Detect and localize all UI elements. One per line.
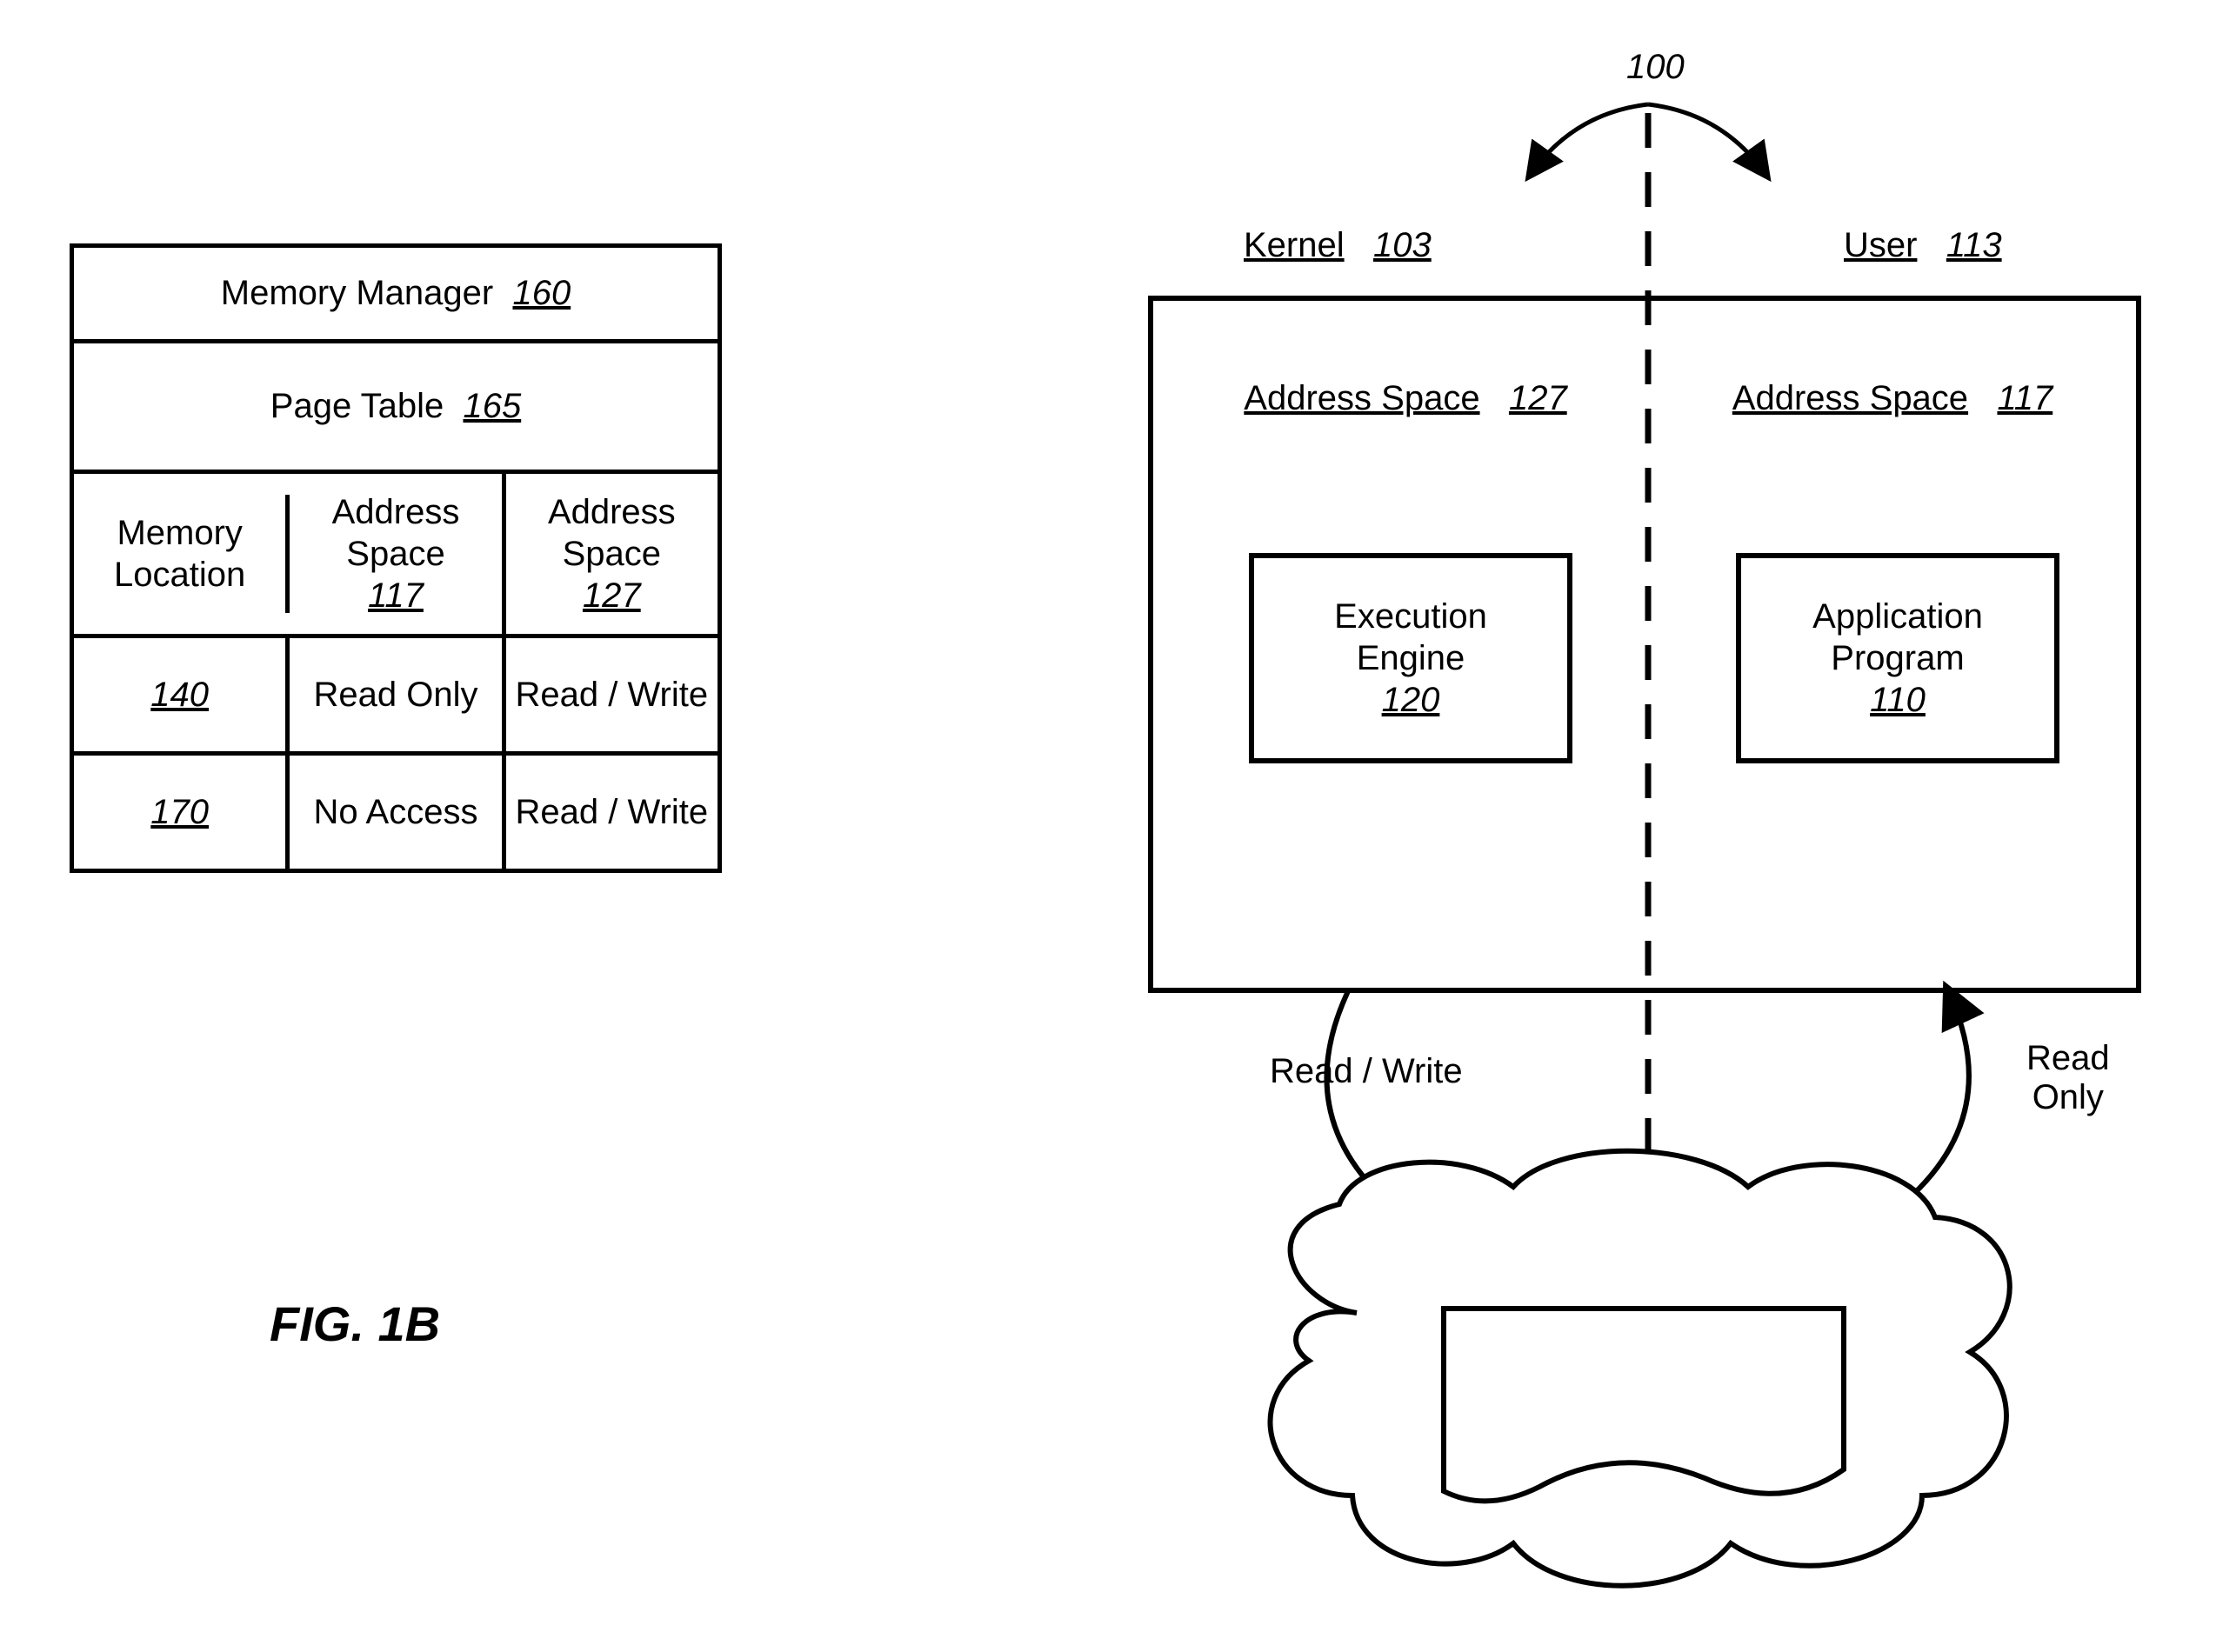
for-type-ref: 130 (1698, 1389, 1756, 1428)
col-header-as2-ref: 127 (583, 575, 641, 616)
memory-manager-table: Memory Manager 160 Page Table 165 Memory… (70, 243, 722, 873)
exec-engine-ref: 120 (1382, 679, 1440, 721)
system-box: Address Space 127 Address Space 117 Exec… (1148, 296, 2141, 993)
address-space-right-wrap: Address Space 117 (1719, 379, 2066, 418)
memory-manager-title: Memory Manager (221, 274, 493, 313)
arrow-right-label-line1: Read (2026, 1039, 2110, 1078)
kernel-label-wrap: Kernel 103 (1244, 226, 1432, 265)
page-table-ref: 165 (463, 387, 521, 426)
col-header-as2-text: Address Space (506, 491, 718, 575)
type-info-text: Type Information (1470, 1304, 1818, 1346)
cell-as2-0: Read / Write (516, 676, 709, 715)
arrow-left-label: Read / Write (1270, 1052, 1463, 1091)
app-program-ref: 110 (1870, 679, 1926, 721)
address-space-left-ref: 127 (1509, 379, 1567, 417)
value-ref: 150 (1672, 1431, 1731, 1469)
col-header-as1-ref: 117 (368, 575, 424, 616)
heap-title-ref: 140 (1743, 1243, 1801, 1282)
heap-title-text: Memory Heap (1486, 1243, 1705, 1282)
value-text: (Value (1545, 1431, 1644, 1469)
for-type-text: For Type (1532, 1389, 1668, 1428)
app-program-line2: Program (1831, 637, 1964, 679)
app-program-line1: Application (1812, 596, 1983, 637)
figure-label: FIG. 1B (270, 1296, 440, 1352)
user-label-ref: 113 (1946, 226, 2002, 264)
heap-title-wrap: Memory Heap 140 (1400, 1243, 1887, 1282)
memory-manager-title-row: Memory Manager 160 (74, 248, 718, 343)
exec-engine-line1: Execution (1334, 596, 1487, 637)
application-program-box: Application Program 110 (1736, 553, 2059, 763)
arrow-right-label-wrap: Read Only (2026, 1039, 2110, 1117)
col-header-mem-loc: Memory Location (74, 512, 285, 596)
user-label-wrap: User 113 (1844, 226, 2002, 265)
user-label-text: User (1844, 226, 1917, 264)
page-table-title-row: Page Table 165 (74, 343, 718, 474)
col-header-as1-text: Address Space (290, 491, 501, 575)
cell-as2-1: Read / Write (516, 793, 709, 832)
page-table-header-row: Memory Location Address Space 117 Addres… (74, 474, 718, 638)
cell-as1-1: No Access (314, 793, 478, 832)
type-info-ref: 133 (1615, 1348, 1673, 1386)
address-space-left-wrap: Address Space 127 (1231, 379, 1579, 418)
system-ref-label: 100 (1626, 48, 1685, 87)
kernel-label-ref: 103 (1373, 226, 1432, 264)
kernel-label-text: Kernel (1244, 226, 1345, 264)
cell-loc-0: 140 (150, 676, 209, 715)
value-close: ) (1731, 1431, 1742, 1469)
page-table-title: Page Table (270, 387, 444, 426)
table-row: 140 Read Only Read / Write (74, 638, 718, 756)
address-space-right-ref: 117 (1997, 379, 2052, 417)
execution-engine-box: Execution Engine 120 (1249, 553, 1572, 763)
memory-manager-ref: 160 (512, 274, 571, 313)
exec-engine-line2: Engine (1357, 637, 1465, 679)
heap-inner-wrap: Type Information 133 For Type 130 (Value… (1470, 1304, 1818, 1471)
arrow-right-label-line2: Only (2026, 1078, 2110, 1117)
cell-loc-1: 170 (150, 793, 209, 832)
address-space-left-text: Address Space (1244, 379, 1479, 417)
address-space-right-text: Address Space (1732, 379, 1968, 417)
table-row: 170 No Access Read / Write (74, 756, 718, 873)
cell-as1-0: Read Only (314, 676, 478, 715)
